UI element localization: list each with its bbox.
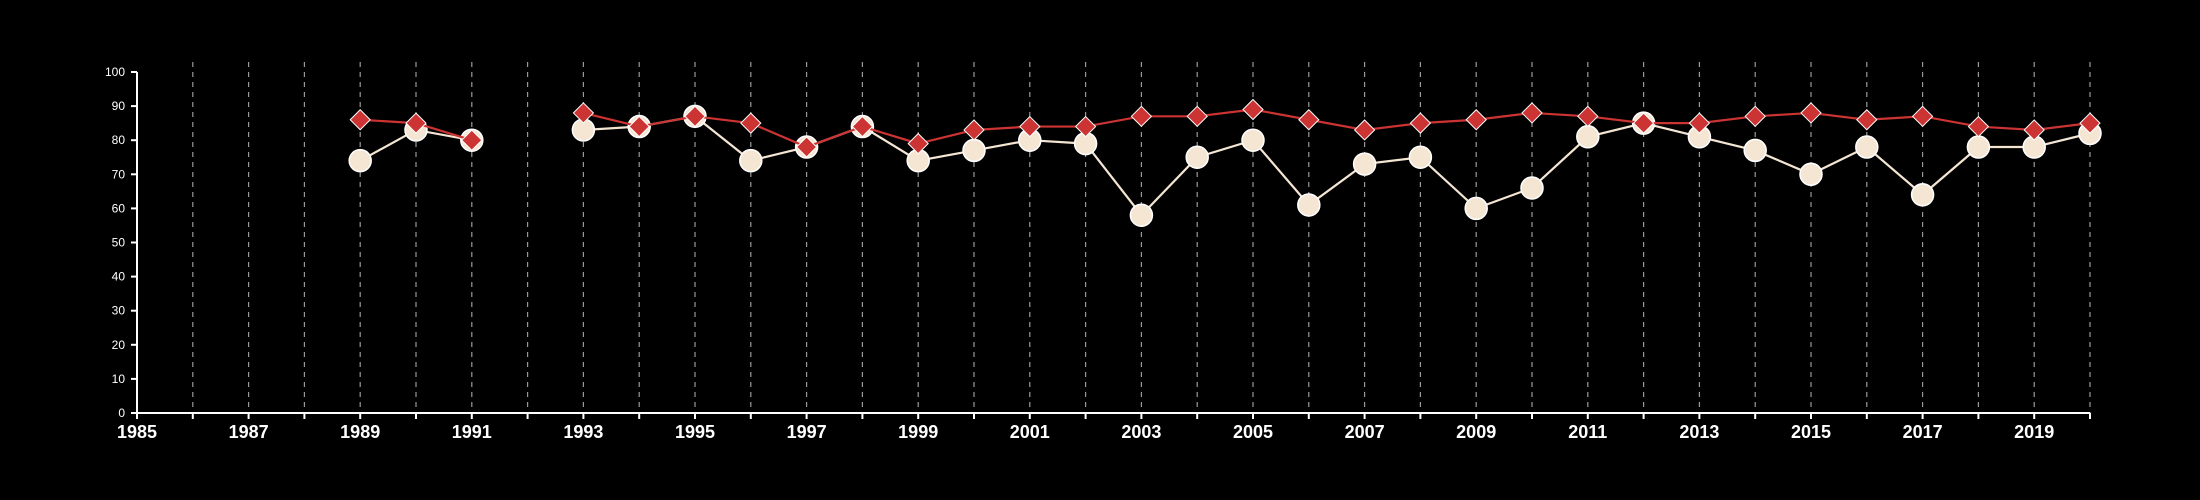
y-tick-label: 90 xyxy=(112,99,126,113)
data-point xyxy=(1577,105,1599,128)
series-line xyxy=(583,108,2091,149)
data-point xyxy=(1743,138,1767,163)
data-point xyxy=(349,109,371,131)
data-point xyxy=(1408,145,1433,169)
data-point xyxy=(1353,119,1376,141)
data-point xyxy=(740,112,762,134)
data-point xyxy=(851,115,874,138)
x-tick-label: 1995 xyxy=(675,422,715,442)
y-tick-label: 50 xyxy=(112,236,126,250)
x-tick-label: 2003 xyxy=(1121,422,1161,442)
data-point xyxy=(461,129,483,151)
data-point xyxy=(1632,112,1655,134)
data-point xyxy=(405,112,427,134)
data-point xyxy=(628,115,650,138)
x-tick-label: 1993 xyxy=(563,422,603,442)
x-tick-label: 2019 xyxy=(2014,422,2054,442)
data-point xyxy=(1019,115,1041,138)
x-tick-label: 2005 xyxy=(1233,422,1273,442)
x-tick-label: 2015 xyxy=(1791,422,1831,442)
data-point xyxy=(963,119,985,141)
data-point xyxy=(1520,176,1544,200)
y-tick-label: 10 xyxy=(112,372,126,386)
data-point xyxy=(1185,145,1209,169)
data-point xyxy=(684,105,706,128)
x-tick-label: 2007 xyxy=(1345,422,1385,442)
y-tick-label: 100 xyxy=(105,65,125,79)
data-point xyxy=(907,132,929,155)
data-point xyxy=(1242,98,1264,121)
y-tick-label: 80 xyxy=(112,133,126,147)
data-point xyxy=(1074,115,1097,138)
x-tick-label: 2013 xyxy=(1679,422,1719,442)
data-point xyxy=(1800,102,1822,124)
y-tick-label: 0 xyxy=(118,406,125,420)
data-point xyxy=(1911,105,1934,128)
data-point xyxy=(962,138,986,163)
x-tick-label: 1985 xyxy=(117,422,157,442)
data-point xyxy=(795,136,818,158)
x-tick-label: 1997 xyxy=(787,422,827,442)
series-1 xyxy=(348,104,2102,227)
data-point xyxy=(739,148,763,173)
series-line xyxy=(583,115,2091,217)
data-point xyxy=(1688,112,1711,134)
data-point xyxy=(1464,196,1488,221)
data-point xyxy=(1744,105,1766,128)
data-point xyxy=(1910,183,1935,207)
data-point xyxy=(1186,105,1208,128)
x-tick-label: 1991 xyxy=(452,422,492,442)
data-point xyxy=(1409,112,1432,134)
data-point xyxy=(1967,115,1990,138)
y-tick-label: 70 xyxy=(112,167,126,181)
series xyxy=(348,98,2102,227)
data-point xyxy=(1521,102,1543,124)
data-point xyxy=(1130,105,1153,128)
y-tick-label: 40 xyxy=(112,270,126,284)
data-point xyxy=(348,148,372,173)
y-tick-label: 30 xyxy=(112,304,126,318)
data-point xyxy=(1129,203,1154,227)
data-point xyxy=(2079,112,2101,134)
x-tick-label: 1989 xyxy=(340,422,380,442)
data-point xyxy=(1966,135,1991,159)
x-tick-label: 2011 xyxy=(1568,422,1607,442)
y-tick-label: 60 xyxy=(112,201,126,215)
x-tick-label: 1999 xyxy=(898,422,938,442)
data-point xyxy=(1576,125,1600,149)
data-point xyxy=(1465,109,1487,131)
data-point xyxy=(1799,162,1823,187)
axes: 0 10 20 30 40 50 60 70 80 90 100 1985 1987 1989 1991 19… xyxy=(105,65,2091,442)
data-point xyxy=(1352,152,1377,176)
x-tick-label: 2009 xyxy=(1456,422,1496,442)
x-tick-label: 2017 xyxy=(1903,422,1943,442)
y-tick-label: 20 xyxy=(112,338,126,352)
data-point xyxy=(1856,109,1878,131)
x-tick-label: 1987 xyxy=(229,422,269,442)
x-tick-label: 2001 xyxy=(1010,422,1050,442)
data-point xyxy=(1298,109,1320,131)
grid xyxy=(192,62,2091,413)
data-point xyxy=(572,102,595,124)
data-point xyxy=(1855,135,1879,159)
series-2 xyxy=(349,98,2101,158)
data-point xyxy=(1241,128,1265,152)
data-point xyxy=(2023,119,2045,141)
data-point xyxy=(1297,193,1321,217)
